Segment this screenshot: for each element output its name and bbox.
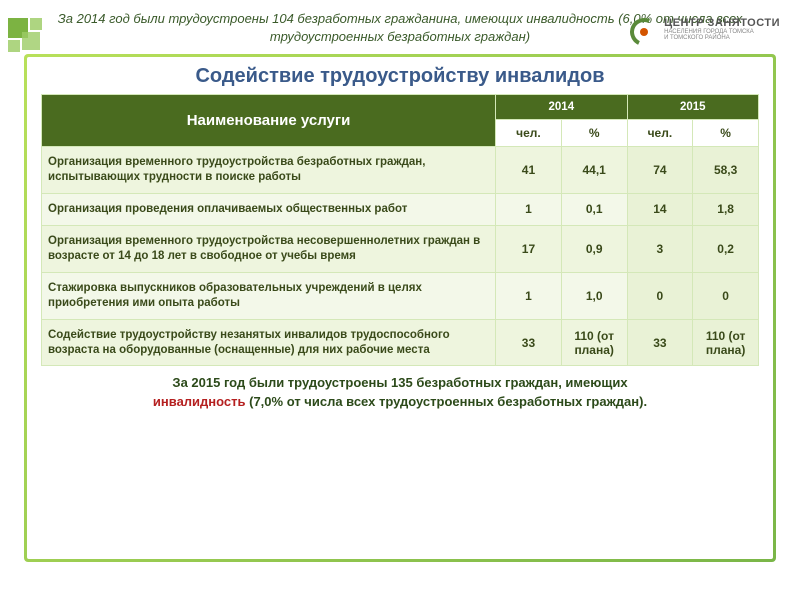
summary-part2: (7,0% от числа всех трудоустроенных безр… [246,394,648,409]
cell-num: 41 [496,147,562,194]
cell-num: 0 [627,272,693,319]
cell-num: 17 [496,225,562,272]
summary-highlight: инвалидность [153,394,246,409]
cell-num: 3 [627,225,693,272]
cell-service: Организация проведения оплачиваемых обще… [42,193,496,225]
summary-2015: За 2015 год были трудоустроены 135 безра… [41,374,759,410]
summary-part1: За 2015 год были трудоустроены 135 безра… [172,375,627,390]
cell-num: 14 [627,193,693,225]
table-body: Организация временного трудоустройства б… [42,147,759,366]
cell-service: Организация временного трудоустройства б… [42,147,496,194]
cell-num: 1 [496,193,562,225]
slide-title: Содействие трудоустройству инвалидов [41,65,759,88]
cell-num: 0,9 [561,225,627,272]
table-row: Содействие трудоустройству незанятых инв… [42,319,759,366]
cell-num: 1,8 [693,193,759,225]
content-frame: Содействие трудоустройству инвалидов Наи… [24,54,776,562]
th-service: Наименование услуги [42,95,496,147]
table-row: Стажировка выпускников образовательных у… [42,272,759,319]
table-row: Организация временного трудоустройства н… [42,225,759,272]
cell-num: 1,0 [561,272,627,319]
th-year1: 2014 [496,95,627,120]
cell-num: 0 [693,272,759,319]
cell-num: 110 (от плана) [561,319,627,366]
table-row: Организация проведения оплачиваемых обще… [42,193,759,225]
cell-num: 0,1 [561,193,627,225]
cell-service: Организация временного трудоустройства н… [42,225,496,272]
cell-service: Содействие трудоустройству незанятых инв… [42,319,496,366]
logo-mark [630,18,658,46]
th-year2: 2015 [627,95,758,120]
th-y1-people: чел. [496,120,562,147]
cell-num: 1 [496,272,562,319]
cell-num: 44,1 [561,147,627,194]
th-y2-pct: % [693,120,759,147]
org-logo: ЦЕНТР ЗАНЯТОСТИ НАСЕЛЕНИЯ ГОРОДА ТОМСКА … [630,18,780,46]
cell-num: 33 [627,319,693,366]
cell-num: 33 [496,319,562,366]
logo-line3: И ТОМСКОГО РАЙОНА [664,35,780,41]
cell-num: 74 [627,147,693,194]
cell-num: 0,2 [693,225,759,272]
cell-num: 110 (от плана) [693,319,759,366]
services-table: Наименование услуги 2014 2015 чел. % чел… [41,94,759,366]
cell-num: 58,3 [693,147,759,194]
table-row: Организация временного трудоустройства б… [42,147,759,194]
th-y2-people: чел. [627,120,693,147]
logo-line1: ЦЕНТР ЗАНЯТОСТИ [664,18,780,29]
cell-service: Стажировка выпускников образовательных у… [42,272,496,319]
th-y1-pct: % [561,120,627,147]
